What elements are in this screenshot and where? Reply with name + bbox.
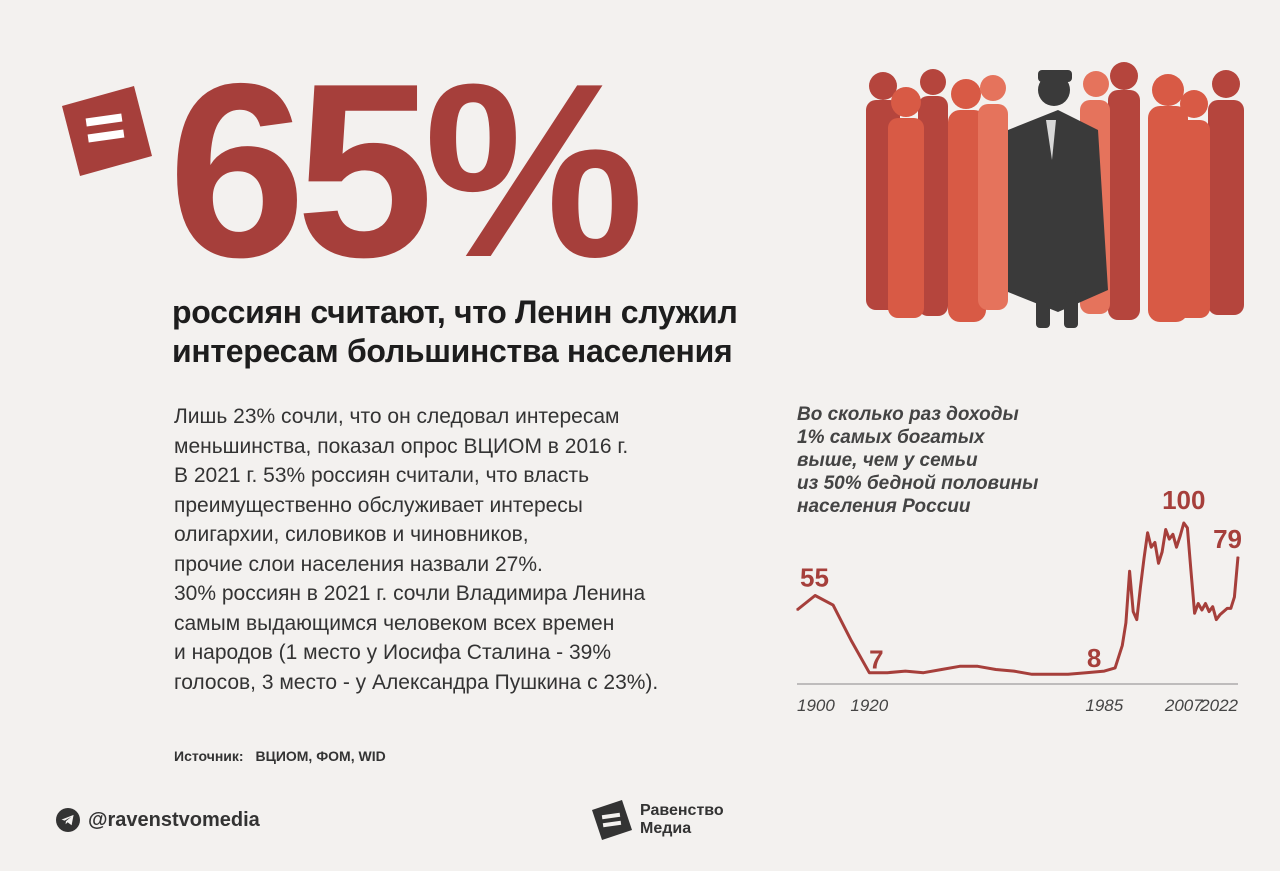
data-point: [941, 668, 943, 671]
chart-title-line: выше, чем у семьи: [797, 450, 978, 471]
data-label: 8: [1087, 643, 1101, 673]
headline-line: россиян считают, что Ленин служил: [172, 294, 738, 330]
data-label: 100: [1162, 485, 1205, 515]
data-point: [1049, 673, 1051, 675]
data-point: [1168, 538, 1170, 540]
source-value: ВЦИОМ, ФОМ, WID: [255, 748, 386, 764]
data-label: 55: [800, 563, 829, 593]
data-point: [1114, 667, 1116, 669]
data-point: [1125, 622, 1127, 624]
data-point: [1197, 602, 1199, 605]
body-line: Лишь 23% сочли, что он следовал интереса…: [174, 405, 620, 428]
x-tick-label: 1900: [797, 696, 835, 715]
data-point: [814, 594, 816, 597]
body-line: прочие слои населения назвали 27%.: [174, 552, 543, 576]
headline-stat: 65%: [168, 31, 644, 309]
data-point: [1136, 619, 1138, 621]
body-line: голосов, 3 место - у Александра Пушкина …: [174, 670, 659, 694]
source-note: Источник: ВЦИОМ, ФОМ, WID: [174, 748, 386, 764]
data-point: [886, 672, 888, 674]
data-point: [1172, 533, 1174, 535]
data-point: [1186, 527, 1188, 529]
body-line: самым выдающимся человеком всех времен: [174, 611, 615, 635]
data-point: [995, 668, 997, 671]
brand-name-line: Равенство: [640, 802, 724, 819]
data-point: [1219, 614, 1221, 616]
data-point: [922, 672, 925, 674]
data-label: 79: [1213, 524, 1242, 554]
chart-title: Во сколько раз доходы 1% самых богатых в…: [797, 403, 1127, 518]
body-line: меньшинства, показал опрос ВЦИОМ в 2016 …: [174, 434, 629, 458]
data-point: [1204, 602, 1207, 605]
brand-name-line: Медиа: [640, 820, 692, 837]
data-point: [959, 665, 961, 667]
data-point: [1233, 596, 1235, 598]
chart-title-line: из 50% бедной половины: [797, 473, 1039, 494]
data-point: [1143, 557, 1145, 560]
data-point: [1129, 570, 1131, 572]
data-point: [1222, 611, 1225, 613]
data-point: [1165, 528, 1167, 531]
body-line: В 2021 г. 53% россиян считали, что власт…: [174, 464, 590, 487]
data-point: [1175, 546, 1178, 548]
x-tick-label: 1920: [850, 696, 888, 715]
data-point: [1230, 607, 1232, 609]
data-point: [1161, 551, 1163, 553]
brand-logo-mark: [62, 86, 152, 176]
data-point: [796, 609, 798, 611]
data-point: [1179, 535, 1181, 537]
data-point: [904, 670, 906, 672]
telegram-icon: [56, 808, 80, 832]
chart-title-line: населения России: [797, 496, 971, 517]
data-label: 7: [869, 645, 883, 675]
x-tick-label: 2007: [1164, 696, 1203, 715]
data-point: [1067, 673, 1069, 675]
data-point: [1190, 570, 1192, 572]
social-handle: @ravenstvomedia: [88, 808, 260, 831]
data-point: [977, 665, 979, 667]
x-tick-label: 2022: [1199, 696, 1238, 715]
chart-title-line: 1% самых богатых: [797, 427, 985, 448]
body-line: и народов (1 место у Иосифа Сталина - 39…: [174, 641, 611, 664]
data-point: [1201, 609, 1203, 611]
data-point: [1121, 644, 1123, 646]
social-link[interactable]: @ravenstvomedia: [56, 808, 260, 832]
brand-logo-icon: [592, 800, 632, 840]
headline-line: интересам большинства населения: [172, 333, 733, 369]
data-point: [1226, 607, 1228, 609]
data-point: [1013, 670, 1015, 672]
data-point: [1132, 611, 1134, 613]
brand-logo: Равенство Медиа: [592, 800, 724, 840]
data-point: [1212, 606, 1214, 608]
data-point: [1103, 670, 1105, 672]
data-point: [1183, 522, 1185, 524]
data-point: [1139, 586, 1141, 588]
data-point: [1208, 611, 1210, 613]
crowd-illustration: [866, 62, 1244, 328]
data-point: [1147, 532, 1149, 534]
data-point: [1150, 546, 1152, 548]
data-point: [1215, 619, 1217, 621]
chart-title-line: Во сколько раз доходы: [797, 404, 1019, 425]
data-point: [832, 604, 834, 606]
series-line: [796, 521, 1240, 676]
data-point: [1031, 673, 1033, 675]
brand-name: Равенство Медиа: [640, 802, 724, 838]
body-line: 30% россиян в 2021 г. сочли Владимира Ле…: [174, 582, 646, 605]
data-point: [850, 639, 852, 642]
headline-text: россиян считают, что Ленин служил интере…: [172, 293, 812, 371]
data-point: [1154, 541, 1156, 543]
body-paragraph: Лишь 23% сочли, что он следовал интереса…: [174, 402, 734, 697]
body-line: олигархии, силовиков и чиновников,: [174, 523, 529, 546]
data-point: [868, 672, 870, 674]
body-line: преимущественно обслуживает интересы: [174, 493, 583, 517]
data-point: [1157, 562, 1160, 564]
data-point: [1237, 556, 1239, 558]
x-tick-label: 1985: [1085, 696, 1123, 715]
data-point: [1085, 672, 1087, 674]
source-label: Источник:: [174, 748, 244, 764]
data-point: [1194, 612, 1196, 614]
